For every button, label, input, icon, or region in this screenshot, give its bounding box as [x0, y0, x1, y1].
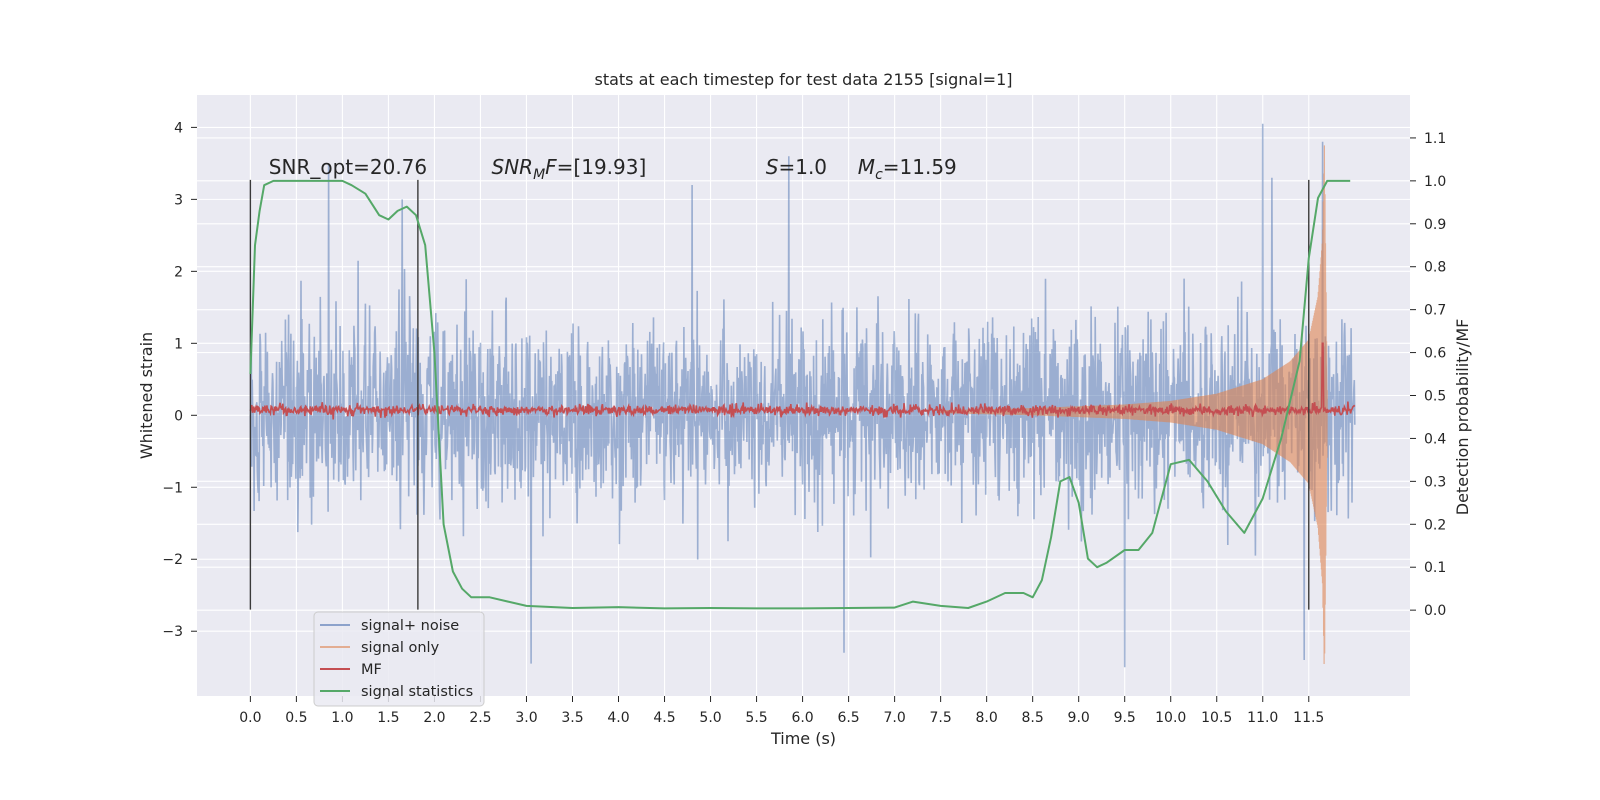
signal-only-line [940, 145, 1328, 665]
y-axis-right-label: Detection probability/MF [1453, 319, 1472, 516]
y-right-tick-label: 0.2 [1424, 517, 1446, 533]
annotation-snr-mf: SNRMF=[19.93] [492, 155, 647, 183]
x-tick-label: 3.0 [515, 710, 537, 726]
x-tick-label: 7.5 [929, 710, 951, 726]
annotation-s-value: S=1.0 [766, 155, 827, 179]
y-tick-label: 0 [174, 408, 183, 424]
y-right-tick-label: 0.3 [1424, 474, 1446, 490]
legend-item: signal+ noise [320, 618, 459, 634]
annotation-mc-value: Mc=11.59 [858, 155, 957, 183]
axes: 0.0 0.5 1.0 1.5 2.0 2.5 3.0 3.5 4.0 4.5 5.0 5.5 6.0 6… [162, 120, 1446, 726]
x-tick-label: 0.0 [239, 710, 261, 726]
y-tick-label: 2 [174, 264, 183, 280]
x-axis-label: Time (s) [770, 729, 836, 748]
annotation-snr-opt: SNR_opt=20.76 [269, 155, 427, 179]
x-tick-label: 1.0 [331, 710, 353, 726]
x-tick-label: 6.5 [837, 710, 859, 726]
x-tick-label: 8.5 [1022, 710, 1044, 726]
x-tick-label: 11.5 [1293, 710, 1324, 726]
y-right-tick-label: 0.8 [1424, 260, 1446, 276]
x-tick-label: 9.0 [1068, 710, 1090, 726]
annotations: SNR_opt=20.76 SNRMF=[19.93] S=1.0 Mc=11.59 [269, 155, 957, 183]
mf-series [249, 342, 1356, 420]
x-tick-label: 6.0 [791, 710, 813, 726]
vertical-markers [249, 179, 1310, 610]
y-tick-label: 1 [174, 336, 183, 352]
y-right-tick-label: 0.4 [1424, 431, 1446, 447]
y-tick-label: −3 [162, 624, 183, 640]
signal-statistics-series [249, 179, 1351, 610]
mf-line [249, 342, 1356, 420]
x-tick-label: 10.5 [1201, 710, 1232, 726]
x-tick-label: 1.5 [377, 710, 399, 726]
legend-item: MF [320, 662, 382, 678]
x-tick-label: 10.0 [1155, 710, 1186, 726]
legend-label: signal statistics [361, 684, 473, 700]
legend-box [313, 611, 485, 707]
y-right-tick-label: 0.9 [1424, 217, 1446, 233]
x-tick-label: 9.5 [1114, 710, 1136, 726]
x-tick-label: 5.5 [745, 710, 767, 726]
y-right-tick-label: 0.7 [1424, 303, 1446, 319]
x-tick-label: 11.0 [1247, 710, 1278, 726]
data-series [249, 123, 1356, 668]
signal-only-series [940, 145, 1328, 665]
legend-item: signal statistics [320, 684, 473, 700]
y-right-tick-label: 1.0 [1424, 174, 1446, 190]
y-right-tick-label: 0.5 [1424, 389, 1446, 405]
legend-label: signal only [361, 640, 440, 656]
signal-statistics-line [249, 179, 1351, 610]
chart-title: stats at each timestep for test data 215… [594, 70, 1012, 89]
y-right-tick-label: 0.6 [1424, 346, 1446, 362]
y-axis-label: Whitened strain [137, 332, 156, 459]
x-tick-label: 3.5 [561, 710, 583, 726]
legend-label: MF [361, 662, 382, 678]
y-right-tick-label: 1.1 [1424, 131, 1446, 147]
y-tick-label: −1 [162, 480, 183, 496]
x-tick-label: 7.0 [883, 710, 905, 726]
x-tick-label: 5.0 [699, 710, 721, 726]
legend: signal+ noise signal only MF signal statist… [313, 611, 485, 707]
y-tick-label: 4 [174, 120, 183, 136]
y-right-tick-label: 0.0 [1424, 603, 1446, 619]
y-tick-label: −2 [162, 552, 183, 568]
x-tick-label: 2.0 [423, 710, 445, 726]
x-tick-label: 0.5 [285, 710, 307, 726]
x-tick-label: 4.0 [607, 710, 629, 726]
y-tick-label: 3 [174, 192, 183, 208]
y-right-tick-label: 0.1 [1424, 560, 1446, 576]
x-tick-label: 8.0 [976, 710, 998, 726]
x-tick-label: 4.5 [653, 710, 675, 726]
x-tick-label: 2.5 [469, 710, 491, 726]
legend-label: signal+ noise [361, 618, 459, 634]
legend-item: signal only [320, 640, 440, 656]
